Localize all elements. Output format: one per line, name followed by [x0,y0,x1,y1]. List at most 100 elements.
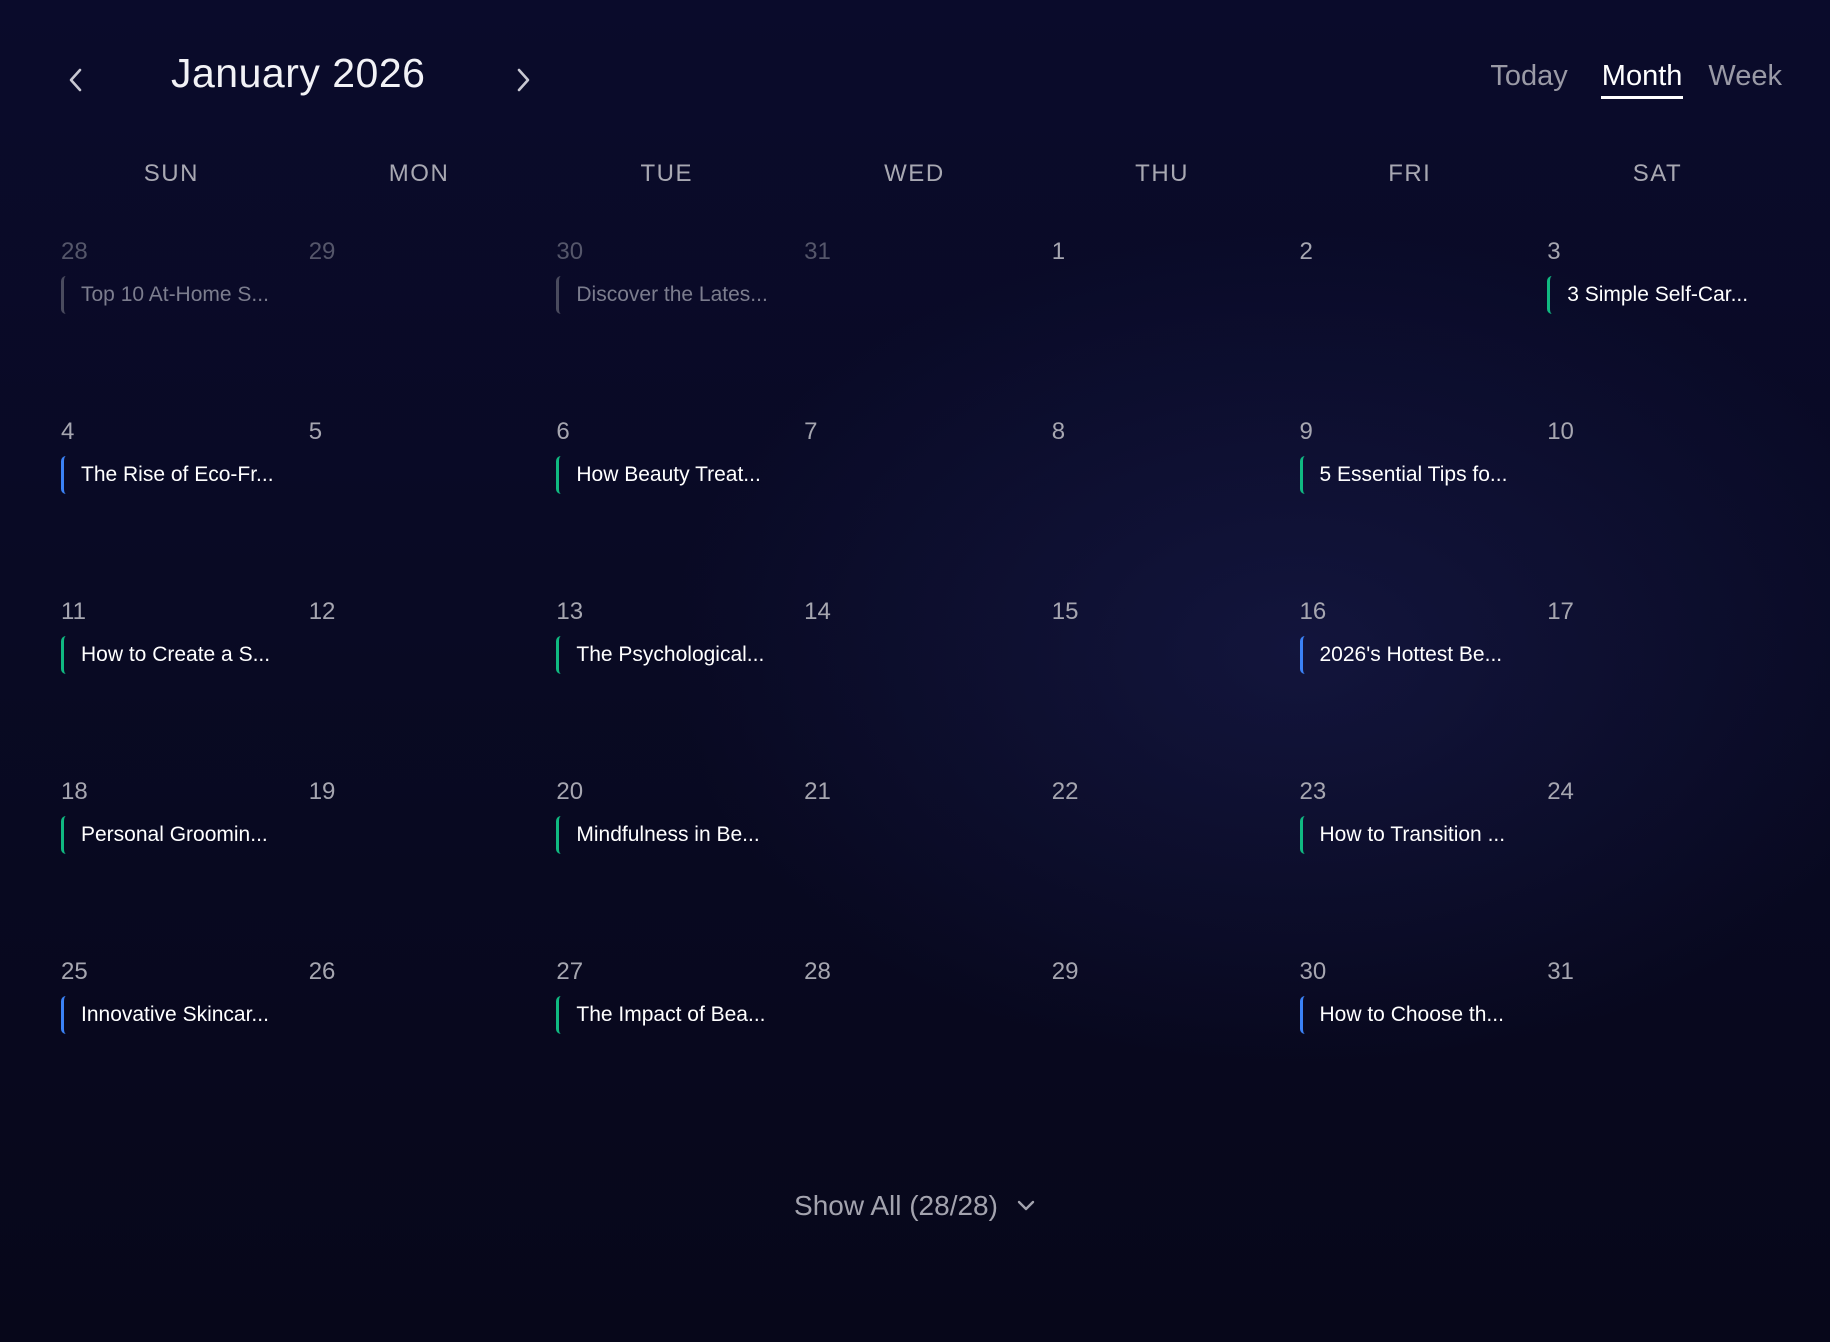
month-view-tab[interactable]: Month [1600,60,1683,99]
day-cell[interactable]: 15 [1052,598,1300,778]
day-cell[interactable]: 18 Personal Groomin... [61,778,309,958]
day-number: 1 [1051,238,1066,265]
event-item[interactable]: 2026's Hottest Be... [1299,636,1503,674]
day-cell[interactable]: 26 [309,958,557,1138]
day-cell[interactable]: 31 [1547,958,1795,1138]
day-number: 26 [308,958,336,985]
day-cell[interactable]: 3 3 Simple Self-Car... [1547,238,1795,418]
day-cell[interactable]: 8 [1052,418,1300,598]
day-cell[interactable]: 19 [309,778,557,958]
weekday-wed: WED [884,160,945,187]
day-cell[interactable]: 29 [309,238,557,418]
day-number: 30 [1299,958,1327,985]
event-item[interactable]: The Impact of Bea... [556,996,765,1034]
event-item[interactable]: Mindfulness in Be... [556,816,760,854]
event-item[interactable]: Innovative Skincar... [61,996,269,1034]
event-title: Mindfulness in Be... [576,823,760,846]
week-view-tab[interactable]: Week [1708,60,1782,92]
day-cell[interactable]: 30 Discover the Lates... [556,238,804,418]
day-cell[interactable]: 1 [1052,238,1300,418]
event-color-bar [61,456,66,494]
event-title: How to Choose th... [1319,1003,1504,1026]
show-all-button[interactable]: Show All (28/28) [0,1190,1830,1222]
event-color-bar [556,276,561,314]
day-cell[interactable]: 23 How to Transition ... [1299,778,1548,958]
day-number: 6 [556,418,570,445]
day-number: 12 [308,598,336,625]
previous-month-button[interactable] [56,58,96,102]
day-cell[interactable]: 6 How Beauty Treat... [556,418,804,598]
day-number: 20 [556,778,584,805]
event-item[interactable]: Top 10 At-Home S... [61,276,269,314]
event-title: 3 Simple Self-Car... [1567,283,1749,306]
day-number: 5 [308,418,323,445]
day-cell[interactable]: 22 [1052,778,1300,958]
event-title: How to Create a S... [81,643,271,666]
day-cell[interactable]: 21 [804,778,1052,958]
event-title: Top 10 At-Home S... [81,283,269,306]
day-cell[interactable]: 17 [1547,598,1795,778]
day-cell[interactable]: 24 [1547,778,1795,958]
event-color-bar [556,636,561,674]
day-cell[interactable]: 25 Innovative Skincar... [61,958,309,1138]
day-cell[interactable]: 16 2026's Hottest Be... [1299,598,1548,778]
day-cell[interactable]: 4 The Rise of Eco-Fr... [61,418,309,598]
day-number: 13 [556,598,584,625]
event-item[interactable]: 5 Essential Tips fo... [1299,456,1507,494]
day-cell[interactable]: 20 Mindfulness in Be... [556,778,804,958]
event-title: Personal Groomin... [81,823,268,846]
event-item[interactable]: Personal Groomin... [61,816,268,854]
day-number: 28 [61,238,88,265]
day-number: 27 [556,958,584,985]
view-switcher: Today Month Week [1490,60,1782,99]
day-number: 9 [1299,418,1313,445]
day-cell[interactable]: 27 The Impact of Bea... [556,958,804,1138]
today-button[interactable]: Today [1490,60,1568,92]
event-color-bar [1299,636,1305,674]
day-number: 25 [61,958,88,985]
show-all-label: Show All (28/28) [794,1190,998,1221]
event-item[interactable]: 3 Simple Self-Car... [1547,276,1748,314]
day-number: 2 [1299,238,1313,265]
event-color-bar [61,996,66,1034]
event-title: 2026's Hottest Be... [1319,643,1503,666]
event-item[interactable]: How to Transition ... [1299,816,1505,854]
weekday-headers: SUN MON TUE WED THU FRI SAT [61,160,1795,188]
chevron-down-icon [1017,1200,1035,1211]
day-number: 31 [804,238,831,265]
day-number: 30 [556,238,584,265]
day-number: 10 [1547,418,1574,445]
day-number: 14 [804,598,831,625]
day-cell[interactable]: 31 [804,238,1052,418]
day-cell[interactable]: 7 [804,418,1052,598]
event-item[interactable]: The Psychological... [556,636,764,674]
event-item[interactable]: How Beauty Treat... [556,456,761,494]
event-title: The Psychological... [576,643,765,666]
event-color-bar [1547,276,1552,314]
day-cell[interactable]: 14 [804,598,1052,778]
day-cell[interactable]: 5 [309,418,557,598]
day-cell[interactable]: 10 [1547,418,1795,598]
event-item[interactable]: The Rise of Eco-Fr... [61,456,274,494]
next-month-button[interactable] [503,58,543,102]
month-title: January 2026 [171,50,426,96]
day-cell[interactable]: 13 The Psychological... [556,598,804,778]
event-item[interactable]: How to Create a S... [61,636,270,674]
event-item[interactable]: Discover the Lates... [556,276,768,314]
day-cell[interactable]: 28 [804,958,1052,1138]
day-cell[interactable]: 28 Top 10 At-Home S... [61,238,309,418]
event-item[interactable]: How to Choose th... [1299,996,1504,1034]
day-number: 28 [804,958,831,985]
day-number: 3 [1547,238,1561,265]
day-cell[interactable]: 9 5 Essential Tips fo... [1299,418,1548,598]
day-cell[interactable]: 2 [1300,238,1548,418]
day-number: 23 [1299,778,1327,805]
day-number: 18 [61,778,88,805]
day-number: 16 [1299,598,1327,625]
day-cell[interactable]: 11 How to Create a S... [61,598,309,778]
chevron-right-icon [517,68,530,92]
day-cell[interactable]: 30 How to Choose th... [1299,958,1548,1138]
day-cell[interactable]: 29 [1052,958,1300,1138]
day-number: 7 [804,418,818,445]
day-cell[interactable]: 12 [309,598,557,778]
